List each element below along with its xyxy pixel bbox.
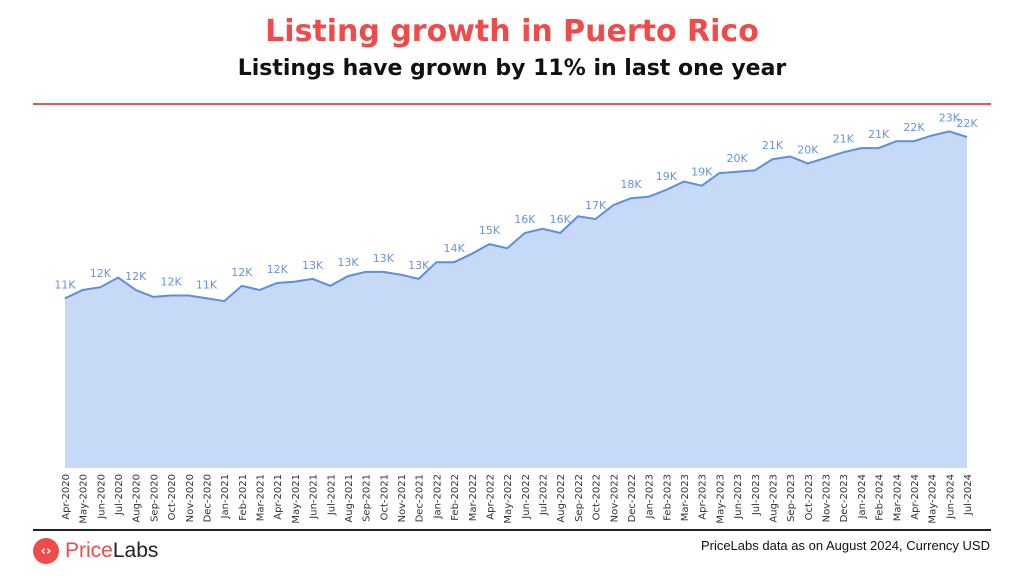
- x-tick-label: Nov-2021: [397, 474, 408, 522]
- x-tick-label: Apr-2022: [485, 474, 496, 520]
- data-label: 20K: [797, 143, 819, 156]
- x-tick-label: Jul-2024: [963, 474, 974, 516]
- x-tick-label: Dec-2020: [202, 474, 213, 522]
- x-tick-label: Sep-2020: [149, 474, 160, 522]
- x-tick-label: May-2023: [715, 474, 726, 524]
- x-tick-label: Oct-2023: [804, 474, 815, 520]
- pricelabs-logo: ‹› PriceLabs: [33, 538, 158, 564]
- data-label: 13K: [373, 252, 395, 265]
- data-label: 16K: [514, 213, 536, 226]
- data-label: 17K: [585, 199, 607, 212]
- x-tick-label: Dec-2022: [627, 474, 638, 522]
- data-label: 12K: [231, 266, 253, 279]
- data-label: 11K: [196, 278, 218, 291]
- x-tick-label: Oct-2021: [379, 474, 390, 520]
- data-label: 22K: [956, 117, 978, 130]
- data-label: 18K: [620, 178, 642, 191]
- brand-suffix: Labs: [112, 539, 159, 562]
- data-label: 12K: [267, 263, 289, 276]
- data-label: 21K: [762, 139, 784, 152]
- x-tick-label: Mar-2023: [680, 474, 691, 521]
- title-divider: [33, 103, 991, 105]
- x-tick-label: Jun-2021: [309, 474, 320, 520]
- data-label: 21K: [833, 132, 855, 145]
- x-tick-label: Jun-2020: [96, 474, 107, 520]
- x-tick-label: Aug-2022: [556, 474, 567, 523]
- x-tick-label: Jun-2022: [521, 474, 532, 520]
- source-note: PriceLabs data as on August 2024, Curren…: [700, 538, 990, 553]
- x-tick-label: Sep-2023: [786, 474, 797, 522]
- data-label: 22K: [903, 121, 925, 134]
- x-tick-label: Oct-2022: [592, 474, 603, 520]
- x-tick-label: Jul-2023: [751, 474, 762, 516]
- x-tick-label: Jun-2023: [733, 474, 744, 520]
- x-tick-label: Jan-2024: [857, 474, 868, 519]
- x-tick-label: Jul-2020: [114, 474, 125, 516]
- data-label: 20K: [726, 152, 748, 165]
- x-tick-label: Oct-2020: [167, 474, 178, 520]
- data-label: 13K: [408, 259, 430, 272]
- data-label: 14K: [443, 242, 465, 255]
- data-label: 15K: [479, 224, 501, 237]
- x-tick-label: May-2021: [291, 474, 302, 524]
- x-tick-label: Nov-2022: [609, 474, 620, 522]
- x-tick-label: Apr-2023: [698, 474, 709, 520]
- x-tick-label: Dec-2021: [415, 474, 426, 522]
- x-tick-label: May-2024: [928, 474, 939, 524]
- x-tick-label: Jan-2023: [645, 474, 656, 519]
- x-tick-label: Apr-2024: [910, 474, 921, 520]
- x-tick-label: Dec-2023: [839, 474, 850, 522]
- x-tick-label: Jan-2021: [220, 474, 231, 519]
- data-label: 12K: [90, 267, 112, 280]
- data-label: 13K: [337, 256, 359, 269]
- data-label: 16K: [550, 213, 572, 226]
- data-label: 23K: [939, 111, 961, 124]
- data-label: 21K: [868, 128, 890, 141]
- x-tick-label: Nov-2020: [185, 474, 196, 522]
- x-tick-label: Mar-2021: [256, 474, 267, 521]
- x-tick-label: Feb-2021: [238, 474, 249, 521]
- x-tick-label: Aug-2020: [132, 474, 143, 523]
- x-tick-label: May-2020: [79, 474, 90, 524]
- x-tick-label: Feb-2022: [450, 474, 461, 521]
- x-tick-label: Nov-2023: [822, 474, 833, 522]
- x-tick-label: Feb-2023: [662, 474, 673, 521]
- chart-title: Listing growth in Puerto Rico: [265, 14, 759, 49]
- data-label: 19K: [691, 166, 713, 179]
- x-tick-label: Jun-2024: [945, 474, 956, 520]
- x-tick-label: Jan-2022: [432, 474, 443, 519]
- x-tick-label: Mar-2024: [892, 474, 903, 521]
- data-label: 11K: [54, 278, 76, 291]
- area-fill: [65, 131, 967, 468]
- pricelabs-logo-icon: ‹›: [33, 538, 59, 564]
- x-tick-label: Sep-2022: [574, 474, 585, 522]
- data-label: 19K: [656, 170, 678, 183]
- x-tick-label: Aug-2023: [768, 474, 779, 523]
- data-label: 12K: [161, 276, 183, 289]
- x-tick-label: Apr-2021: [273, 474, 284, 520]
- x-tick-label: Sep-2021: [362, 474, 373, 522]
- x-tick-label: Jul-2021: [326, 474, 337, 516]
- data-label: 12K: [125, 270, 147, 283]
- chart-subtitle: Listings have grown by 11% in last one y…: [237, 56, 787, 81]
- x-tick-label: Jul-2022: [539, 474, 550, 516]
- x-tick-label: Aug-2021: [344, 474, 355, 523]
- brand-prefix: Price: [65, 539, 113, 562]
- x-tick-label: Mar-2022: [468, 474, 479, 521]
- data-label: 13K: [302, 259, 324, 272]
- x-tick-label: Feb-2024: [875, 474, 886, 521]
- footer-divider: [33, 529, 991, 531]
- x-tick-label: May-2022: [503, 474, 514, 524]
- series-line: [64, 130, 968, 303]
- x-tick-label: Apr-2020: [61, 474, 72, 520]
